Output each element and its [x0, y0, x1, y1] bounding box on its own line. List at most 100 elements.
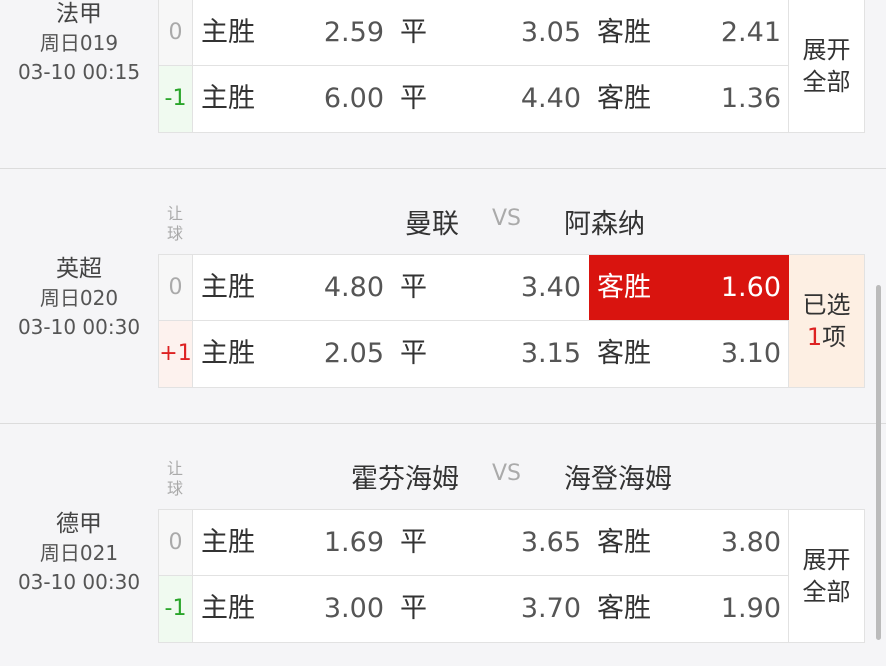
odd: 2.41: [720, 17, 781, 48]
vs-label: VS: [492, 461, 522, 486]
label: 客胜: [597, 272, 651, 303]
label: 主胜: [201, 527, 255, 558]
teams: 霍芬海姆 VS 海登海姆: [192, 445, 789, 505]
divider: [0, 168, 886, 169]
odds-row: -1 主胜 6.00 平 4.40 客胜 1.36: [158, 66, 789, 133]
handicap: -1: [159, 66, 193, 132]
label: 客胜: [597, 527, 651, 558]
odd: 3.10: [720, 338, 781, 369]
draw-odds[interactable]: 平 3.15: [392, 321, 589, 387]
scrollbar[interactable]: [876, 285, 881, 640]
label: 平: [400, 338, 427, 369]
league: 德甲: [56, 511, 102, 537]
handicap: 0: [159, 0, 193, 65]
handicap-header: 让球: [158, 204, 192, 244]
match-number: 周日020: [39, 286, 119, 310]
label: 客胜: [597, 83, 651, 114]
label: 项: [822, 323, 847, 351]
label: 平: [400, 527, 427, 558]
odd: 2.59: [323, 17, 384, 48]
odd: 3.40: [520, 272, 581, 303]
odd: 1.36: [720, 83, 781, 114]
match-number: 周日019: [39, 31, 119, 55]
odd: 3.00: [323, 593, 384, 624]
handicap-header: 让球: [158, 459, 192, 499]
label: 平: [400, 272, 427, 303]
away-win-odds[interactable]: 客胜 1.90: [589, 576, 789, 642]
match-time: 03-10 00:15: [17, 60, 141, 84]
draw-odds[interactable]: 平 3.70: [392, 576, 589, 642]
label: 主胜: [201, 338, 255, 369]
away-team: 阿森纳: [564, 209, 645, 240]
home-win-odds[interactable]: 主胜 4.80: [193, 255, 392, 320]
home-win-odds[interactable]: 主胜 2.05: [193, 321, 392, 387]
home-win-odds[interactable]: 主胜 1.69: [193, 510, 392, 575]
odd: 1.60: [720, 272, 781, 303]
match-number: 周日021: [39, 541, 119, 565]
handicap: -1: [159, 576, 193, 642]
label: 客胜: [597, 17, 651, 48]
match-time: 03-10 00:30: [17, 570, 141, 594]
label: 主胜: [201, 17, 255, 48]
odds-row: +1 主胜 2.05 平 3.15 客胜 3.10: [158, 321, 789, 388]
label: 展开: [802, 546, 851, 574]
odd: 3.65: [520, 527, 581, 558]
label: 平: [400, 17, 427, 48]
odd: 1.90: [720, 593, 781, 624]
odd: 2.05: [323, 338, 384, 369]
odds-row: 0 主胜 2.59 平 3.05 客胜 2.41: [158, 0, 789, 66]
home-win-odds[interactable]: 主胜 6.00: [193, 66, 392, 132]
label: 平: [400, 83, 427, 114]
home-team: 霍芬海姆: [351, 464, 459, 495]
draw-odds[interactable]: 平 3.40: [392, 255, 589, 320]
away-win-odds[interactable]: 客胜 2.41: [589, 0, 789, 65]
match-info: 英超 周日020 03-10 00:30: [0, 254, 158, 342]
odd: 3.15: [520, 338, 581, 369]
home-win-odds[interactable]: 主胜 3.00: [193, 576, 392, 642]
match-time: 03-10 00:30: [17, 315, 141, 339]
handicap: +1: [159, 321, 193, 387]
label: 主胜: [201, 83, 255, 114]
away-win-odds[interactable]: 客胜 1.36: [589, 66, 789, 132]
league: 法甲: [56, 1, 102, 27]
odd: 3.05: [520, 17, 581, 48]
label: 已选: [802, 291, 851, 319]
draw-odds[interactable]: 平 3.05: [392, 0, 589, 65]
odd: 4.80: [323, 272, 384, 303]
label: 全部: [802, 578, 851, 606]
label: 客胜: [597, 338, 651, 369]
count: 1: [806, 323, 823, 351]
home-win-odds[interactable]: 主胜 2.59: [193, 0, 392, 65]
odd: 6.00: [323, 83, 384, 114]
expand-all-button[interactable]: 展开 全部: [789, 0, 865, 133]
match-info: 德甲 周日021 03-10 00:30: [0, 509, 158, 597]
away-team: 海登海姆: [564, 464, 672, 495]
odd: 1.69: [323, 527, 384, 558]
label: 球: [166, 224, 183, 243]
odds-row: 0 主胜 1.69 平 3.65 客胜 3.80: [158, 509, 789, 576]
away-win-odds-selected[interactable]: 客胜 1.60: [589, 255, 789, 320]
label: 展开: [802, 36, 851, 64]
odds-row: -1 主胜 3.00 平 3.70 客胜 1.90: [158, 576, 789, 643]
draw-odds[interactable]: 平 3.65: [392, 510, 589, 575]
match-info: 法甲 周日019 03-10 00:15: [0, 0, 158, 87]
league: 英超: [56, 256, 102, 282]
label: 主胜: [201, 272, 255, 303]
away-win-odds[interactable]: 客胜 3.10: [589, 321, 789, 387]
vs-label: VS: [492, 206, 522, 231]
draw-odds[interactable]: 平 4.40: [392, 66, 589, 132]
label: 客胜: [597, 593, 651, 624]
selected-count-button[interactable]: 已选 1项: [789, 254, 865, 388]
home-team: 曼联: [405, 209, 459, 240]
label: 主胜: [201, 593, 255, 624]
away-win-odds[interactable]: 客胜 3.80: [589, 510, 789, 575]
label: 让: [166, 204, 183, 223]
expand-all-button[interactable]: 展开 全部: [789, 509, 865, 643]
odd: 3.80: [720, 527, 781, 558]
teams: 曼联 VS 阿森纳: [192, 190, 789, 250]
label: 平: [400, 593, 427, 624]
odd: 3.70: [520, 593, 581, 624]
odds-row: 0 主胜 4.80 平 3.40 客胜 1.60: [158, 254, 789, 321]
divider: [0, 423, 886, 424]
label: 全部: [802, 68, 851, 96]
